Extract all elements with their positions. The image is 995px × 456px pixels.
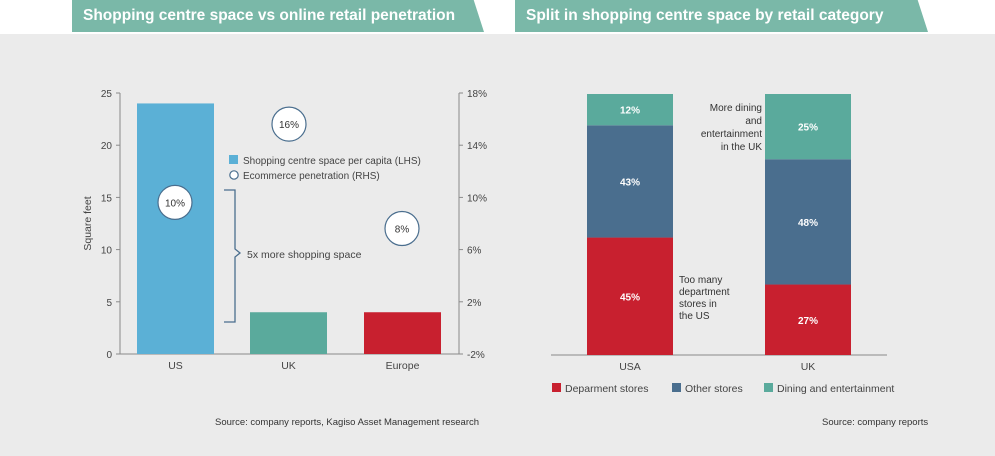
- shopping-space-bar-europe: [364, 312, 441, 354]
- right-y-tick-label: 10%: [467, 193, 487, 204]
- legend-label: Dining and entertainment: [777, 383, 894, 395]
- stack-segment-label: 45%: [620, 292, 640, 303]
- legend-label: Deparment stores: [565, 383, 648, 395]
- left-y-tick-label: 20: [101, 141, 113, 152]
- stack-segment-uk: [765, 284, 851, 355]
- annotation-us-line: the US: [679, 311, 710, 322]
- legend-swatch: [552, 383, 561, 392]
- legend-label-ecommerce: Ecommerce penetration (RHS): [243, 171, 380, 182]
- annotation-uk-line: More dining: [710, 103, 762, 114]
- ecommerce-label: 10%: [165, 198, 185, 209]
- legend-marker-ecommerce: [229, 170, 239, 180]
- annotation-us-line: department: [679, 287, 730, 298]
- right-y-tick-label: -2%: [467, 350, 485, 361]
- left-y-tick-label: 25: [101, 89, 113, 100]
- left-y-tick-label: 10: [101, 246, 113, 257]
- ecommerce-marker-europe: [384, 210, 420, 247]
- legend-swatch-shopping-space: [229, 155, 238, 164]
- ecommerce-marker-uk: [271, 106, 307, 142]
- right-source-note: Source: company reports: [822, 417, 929, 428]
- left-y-tick-label: 5: [106, 298, 112, 309]
- stack-segment-label: 25%: [798, 123, 818, 134]
- bracket-annotation: [224, 189, 242, 323]
- x-category-label: UK: [801, 361, 816, 373]
- stack-segment-usa: [587, 237, 673, 355]
- legend-label-shopping-space: Shopping centre space per capita (LHS): [243, 156, 421, 167]
- left-y-tick-label: 15: [101, 193, 113, 204]
- left-chart-title: Shopping centre space vs online retail p…: [72, 0, 484, 32]
- right-y-tick-label: 6%: [467, 246, 482, 257]
- annotation-uk-line: and: [745, 116, 762, 127]
- ecommerce-label: 8%: [395, 225, 410, 236]
- stack-segment-label: 43%: [620, 177, 640, 188]
- x-category-label: Europe: [386, 360, 420, 372]
- x-category-label: UK: [281, 360, 296, 372]
- annotation-us-line: Too many: [679, 275, 722, 286]
- stack-segment-label: 12%: [620, 106, 640, 117]
- stack-segment-usa: [587, 94, 673, 126]
- x-category-label: USA: [619, 361, 641, 373]
- bracket-annotation-label: 5x more shopping space: [247, 249, 362, 261]
- right-y-tick-label: 18%: [467, 89, 487, 100]
- shopping-space-bar-uk: [250, 312, 327, 354]
- left-y-axis-title: Square feet: [82, 196, 94, 250]
- stack-segment-usa: [587, 125, 673, 238]
- left-source-note: Source: company reports, Kagiso Asset Ma…: [215, 417, 480, 428]
- legend-label: Other stores: [685, 383, 743, 395]
- shopping-space-bar-us: [137, 103, 214, 354]
- annotation-uk-line: entertainment: [701, 129, 762, 140]
- right-chart-title: Split in shopping centre space by retail…: [515, 0, 928, 32]
- stack-segment-uk: [765, 159, 851, 285]
- legend-swatch: [672, 383, 681, 392]
- ecommerce-label: 16%: [279, 120, 299, 131]
- ecommerce-marker-us: [157, 184, 193, 220]
- x-category-label: US: [168, 360, 183, 372]
- right-y-tick-label: 2%: [467, 298, 482, 309]
- annotation-us-line: stores in: [679, 299, 717, 310]
- legend-swatch: [764, 383, 773, 392]
- stack-segment-label: 27%: [798, 316, 818, 327]
- annotation-uk-line: in the UK: [721, 142, 762, 153]
- left-y-tick-label: 0: [106, 350, 112, 361]
- right-y-tick-label: 14%: [467, 141, 487, 152]
- stack-segment-uk: [765, 94, 851, 160]
- stack-segment-label: 48%: [798, 218, 818, 229]
